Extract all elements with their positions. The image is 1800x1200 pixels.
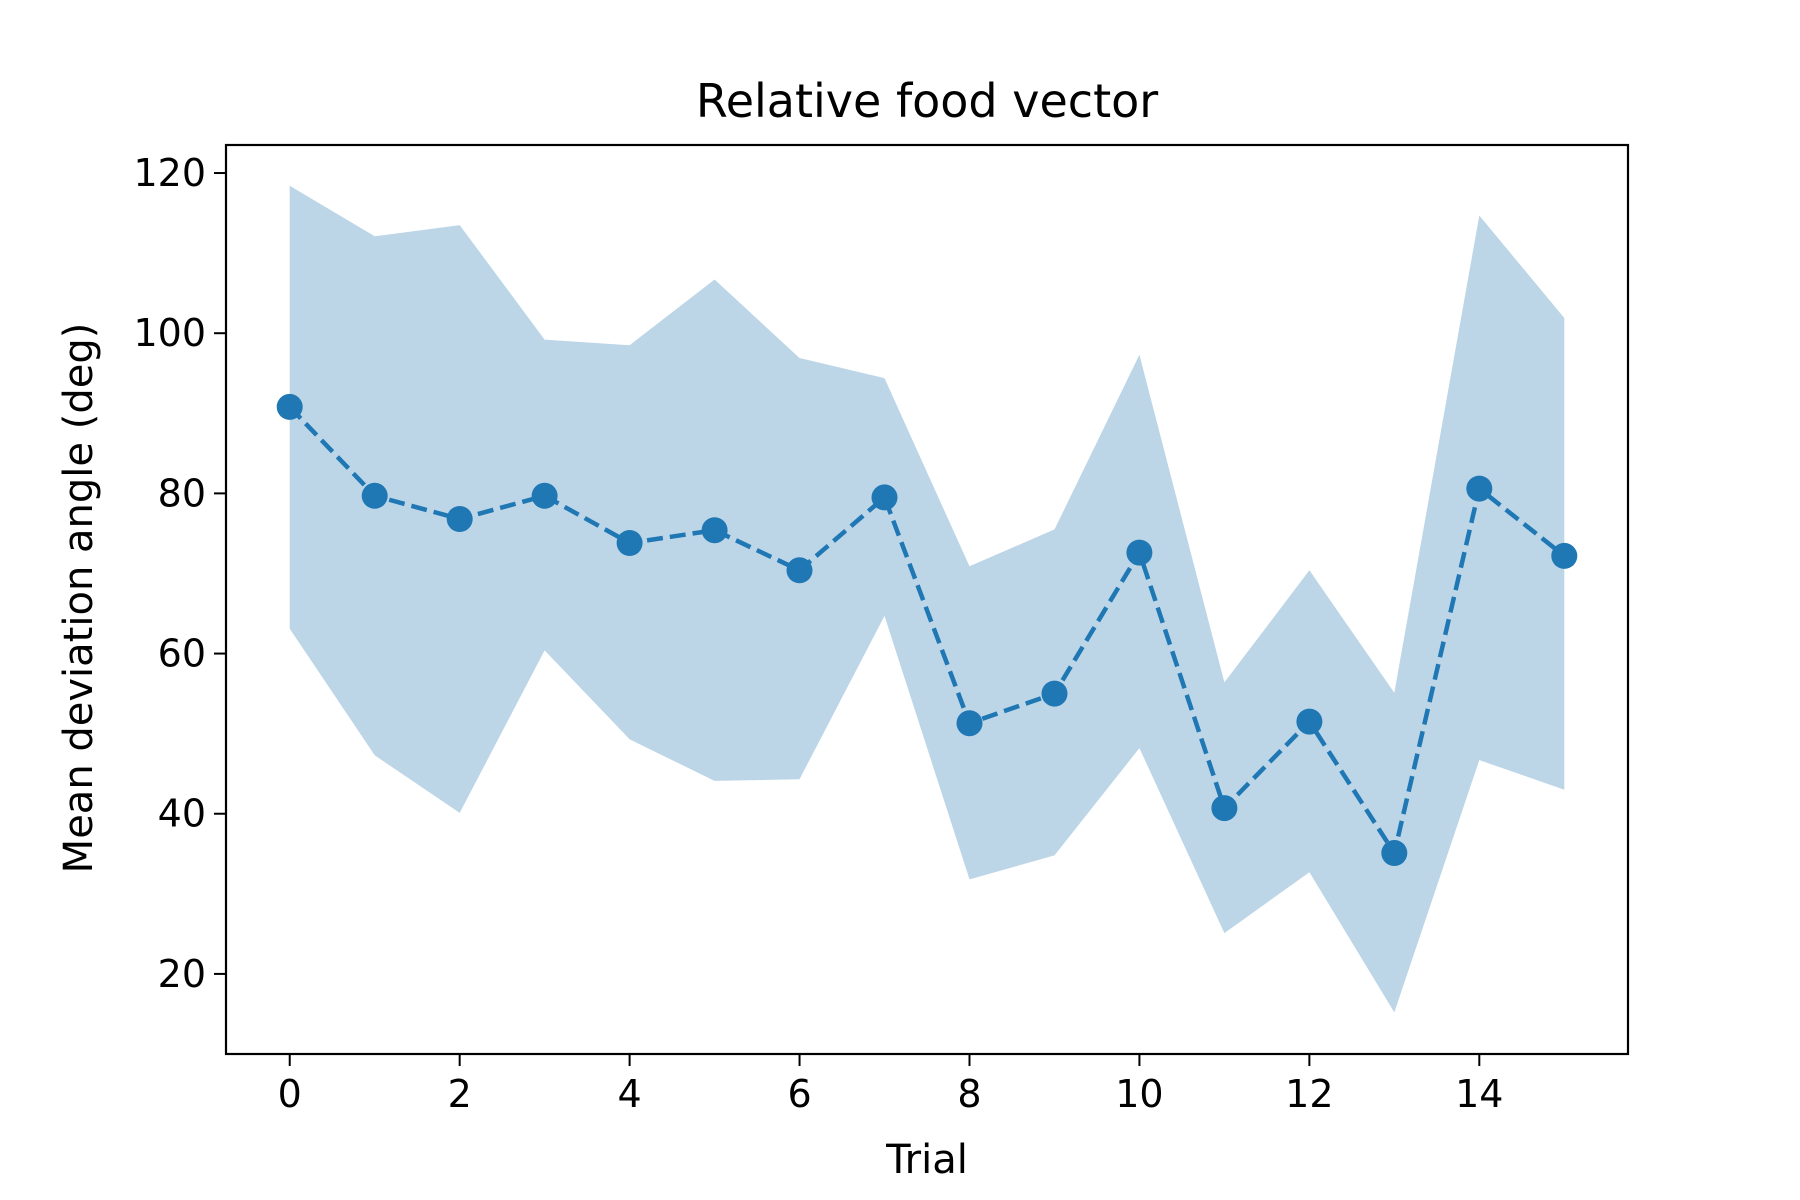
data-point — [276, 393, 303, 420]
series-line — [288, 405, 1566, 856]
data-point — [446, 506, 473, 532]
x-tick-label: 14 — [1455, 1072, 1503, 1116]
data-point — [361, 482, 388, 509]
x-tick-label: 10 — [1115, 1072, 1163, 1116]
x-tick-label: 4 — [618, 1072, 642, 1116]
data-point — [956, 710, 983, 737]
data-point — [1296, 708, 1323, 735]
chart-title: Relative food vector — [696, 74, 1158, 128]
plot-area: 0 2 4 6 8 10 12 14 20 40 60 80 100 120 — [133, 143, 1630, 1116]
x-tick-label: 2 — [448, 1072, 472, 1116]
y-tick-label: 100 — [133, 311, 206, 355]
x-tick-label: 0 — [278, 1072, 302, 1116]
data-point — [616, 530, 643, 556]
data-point — [1551, 542, 1578, 569]
data-point — [1381, 840, 1408, 866]
data-point — [1126, 539, 1153, 566]
data-point — [786, 557, 813, 584]
data-point — [531, 482, 558, 509]
data-point — [1041, 680, 1068, 707]
y-tick-label: 40 — [158, 792, 206, 836]
y-tick-label: 120 — [133, 151, 206, 195]
y-tick-label: 20 — [158, 952, 206, 996]
data-point — [871, 484, 898, 511]
y-tick-label: 60 — [158, 632, 206, 676]
confidence-band — [289, 185, 1565, 1013]
x-tick-label: 12 — [1285, 1072, 1333, 1116]
y-axis-title: Mean deviation angle (deg) — [56, 323, 102, 874]
x-tick-label: 8 — [957, 1072, 981, 1116]
x-axis-title: Trial — [885, 1137, 968, 1183]
y-tick-label: 80 — [158, 471, 206, 515]
x-tick-label: 6 — [787, 1072, 811, 1116]
axes-frame — [224, 143, 1630, 1056]
data-point — [1466, 475, 1493, 502]
data-point — [701, 517, 728, 544]
data-point — [1211, 795, 1238, 822]
